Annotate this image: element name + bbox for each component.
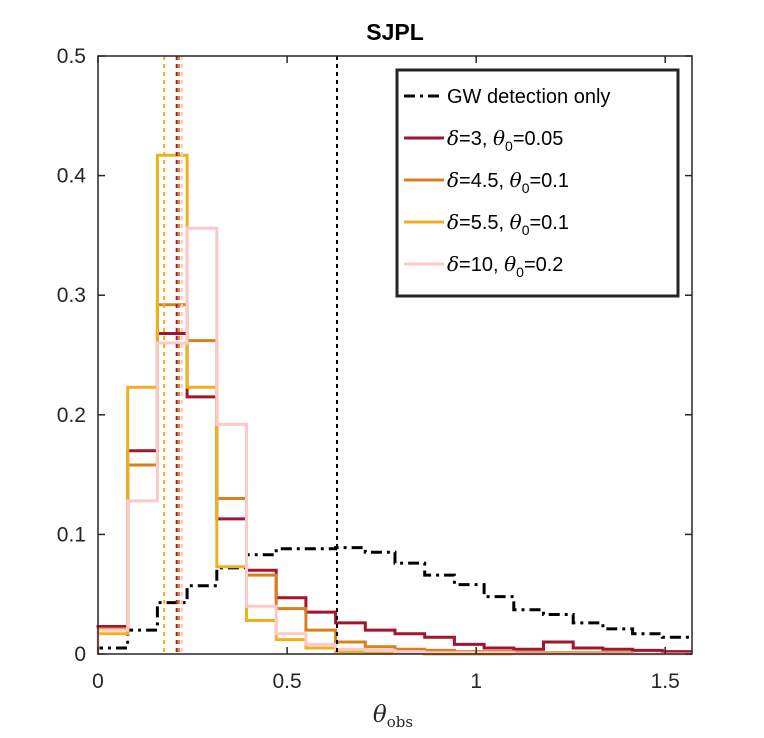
legend-label-3: δ=5.5, θ0=0.1 [447, 210, 569, 238]
x-tick-label: 0 [92, 670, 104, 693]
legend-label-0: GW detection only [447, 86, 610, 108]
legend-symbol-delta: δ [447, 252, 459, 276]
legend-delta-value: =5.5, [459, 212, 510, 234]
x-tick-label: 1.5 [651, 670, 680, 693]
legend-delta-value: =10, [459, 254, 504, 276]
legend-symbol-theta: θ [510, 168, 522, 192]
legend-symbol-theta: θ [510, 210, 522, 234]
y-tick-label: 0.4 [57, 165, 87, 188]
legend-symbol-theta: θ [493, 126, 505, 150]
x-tick-label: 0.5 [272, 670, 301, 693]
y-tick-label: 0.3 [57, 284, 86, 307]
legend-delta-value: =3, [459, 128, 493, 150]
legend-symbol-delta: δ [447, 210, 459, 234]
y-tick-label: 0.2 [57, 404, 86, 427]
legend-symbol-theta: θ [504, 252, 516, 276]
ticks-layer: 0 0.5 1 1.5 0 0.1 0.2 0.3 0.4 0.5 [57, 45, 692, 693]
y-tick-label: 0 [74, 643, 86, 666]
x-tick-label: 1 [470, 670, 482, 693]
legend-delta-value: =4.5, [459, 170, 510, 192]
legend-theta-value: =0.1 [530, 212, 569, 234]
legend-theta-subscript: 0 [522, 180, 530, 196]
y-tick-label: 0.5 [57, 45, 86, 68]
legend-symbol-delta: δ [447, 168, 459, 192]
legend-label-2: δ=4.5, θ0=0.1 [447, 168, 569, 196]
legend-label-4: δ=10, θ0=0.2 [447, 252, 563, 280]
legend-theta-subscript: 0 [522, 222, 530, 238]
legend-theta-value: =0.2 [524, 254, 563, 276]
legend-theta-value: =0.05 [513, 128, 564, 150]
x-axis-label-main: θ [373, 702, 387, 728]
legend-theta-value: =0.1 [530, 170, 569, 192]
chart-title: SJPL [366, 19, 424, 45]
legend-theta-subscript: 0 [505, 138, 513, 154]
legend-box [395, 68, 680, 298]
legend-theta-subscript: 0 [516, 264, 524, 280]
legend-label-1: δ=3, θ0=0.05 [447, 126, 563, 154]
series-line-0 [96, 546, 692, 654]
y-tick-label: 0.1 [57, 523, 86, 546]
x-axis-label-sub: obs [387, 713, 413, 731]
median-lines-layer [163, 56, 338, 654]
plot-frame [97, 55, 693, 655]
x-axis-label: θobs [373, 702, 413, 731]
legend-symbol-delta: δ [447, 126, 459, 150]
